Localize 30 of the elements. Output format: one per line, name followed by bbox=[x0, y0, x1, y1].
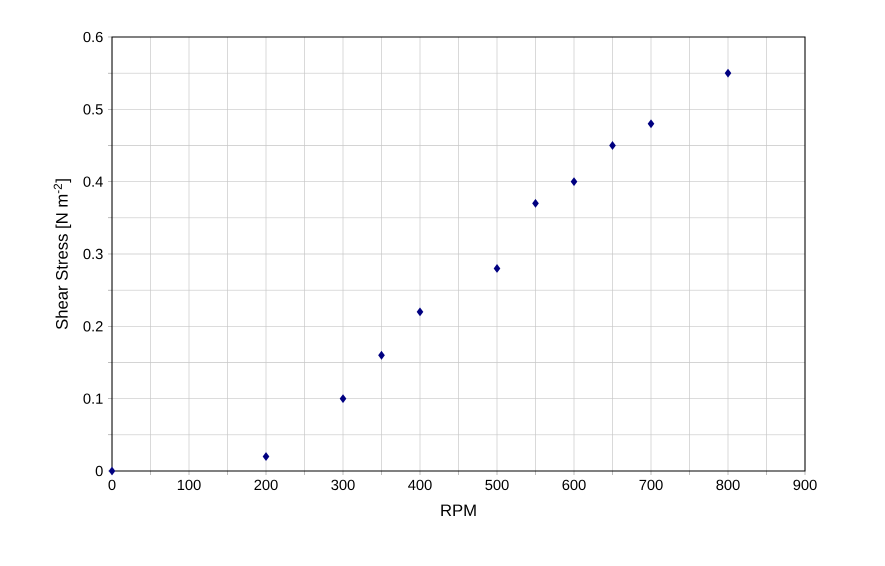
x-tick-label: 0 bbox=[108, 480, 116, 490]
point bbox=[108, 466, 116, 476]
point bbox=[378, 350, 385, 360]
y-tick-label: 0.3 bbox=[83, 248, 103, 260]
y-tick-label: 0.1 bbox=[83, 393, 103, 404]
point bbox=[724, 68, 732, 78]
y-tick-label: 0 bbox=[96, 466, 103, 476]
x-tick-label: 600 bbox=[562, 480, 586, 490]
y-tick-label: 0.5 bbox=[83, 104, 103, 115]
x-tick-label: 200 bbox=[254, 480, 278, 490]
point bbox=[609, 141, 616, 150]
point bbox=[416, 308, 424, 316]
y-axis-title: Shear Stress [N m$^{-2}$] bbox=[54, 179, 72, 330]
point bbox=[532, 199, 539, 208]
point bbox=[494, 264, 500, 273]
y-tick-label: 0.4 bbox=[83, 176, 103, 187]
point bbox=[648, 120, 654, 128]
point bbox=[262, 452, 270, 461]
point bbox=[570, 177, 578, 186]
y-tick-label: 0.2 bbox=[83, 321, 103, 332]
x-tick-label: 400 bbox=[408, 480, 432, 490]
point bbox=[340, 394, 346, 403]
x-tick-label: 900 bbox=[793, 480, 817, 490]
x-axis-title: RPM bbox=[441, 504, 476, 516]
x-tick-label: 100 bbox=[178, 480, 201, 490]
x-tick-label: 800 bbox=[716, 480, 740, 490]
x-tick-label: 500 bbox=[485, 480, 509, 490]
x-tick-label: 300 bbox=[331, 480, 355, 490]
x-tick-label: 700 bbox=[640, 480, 663, 490]
y-tick-label: 0.6 bbox=[83, 32, 103, 42]
